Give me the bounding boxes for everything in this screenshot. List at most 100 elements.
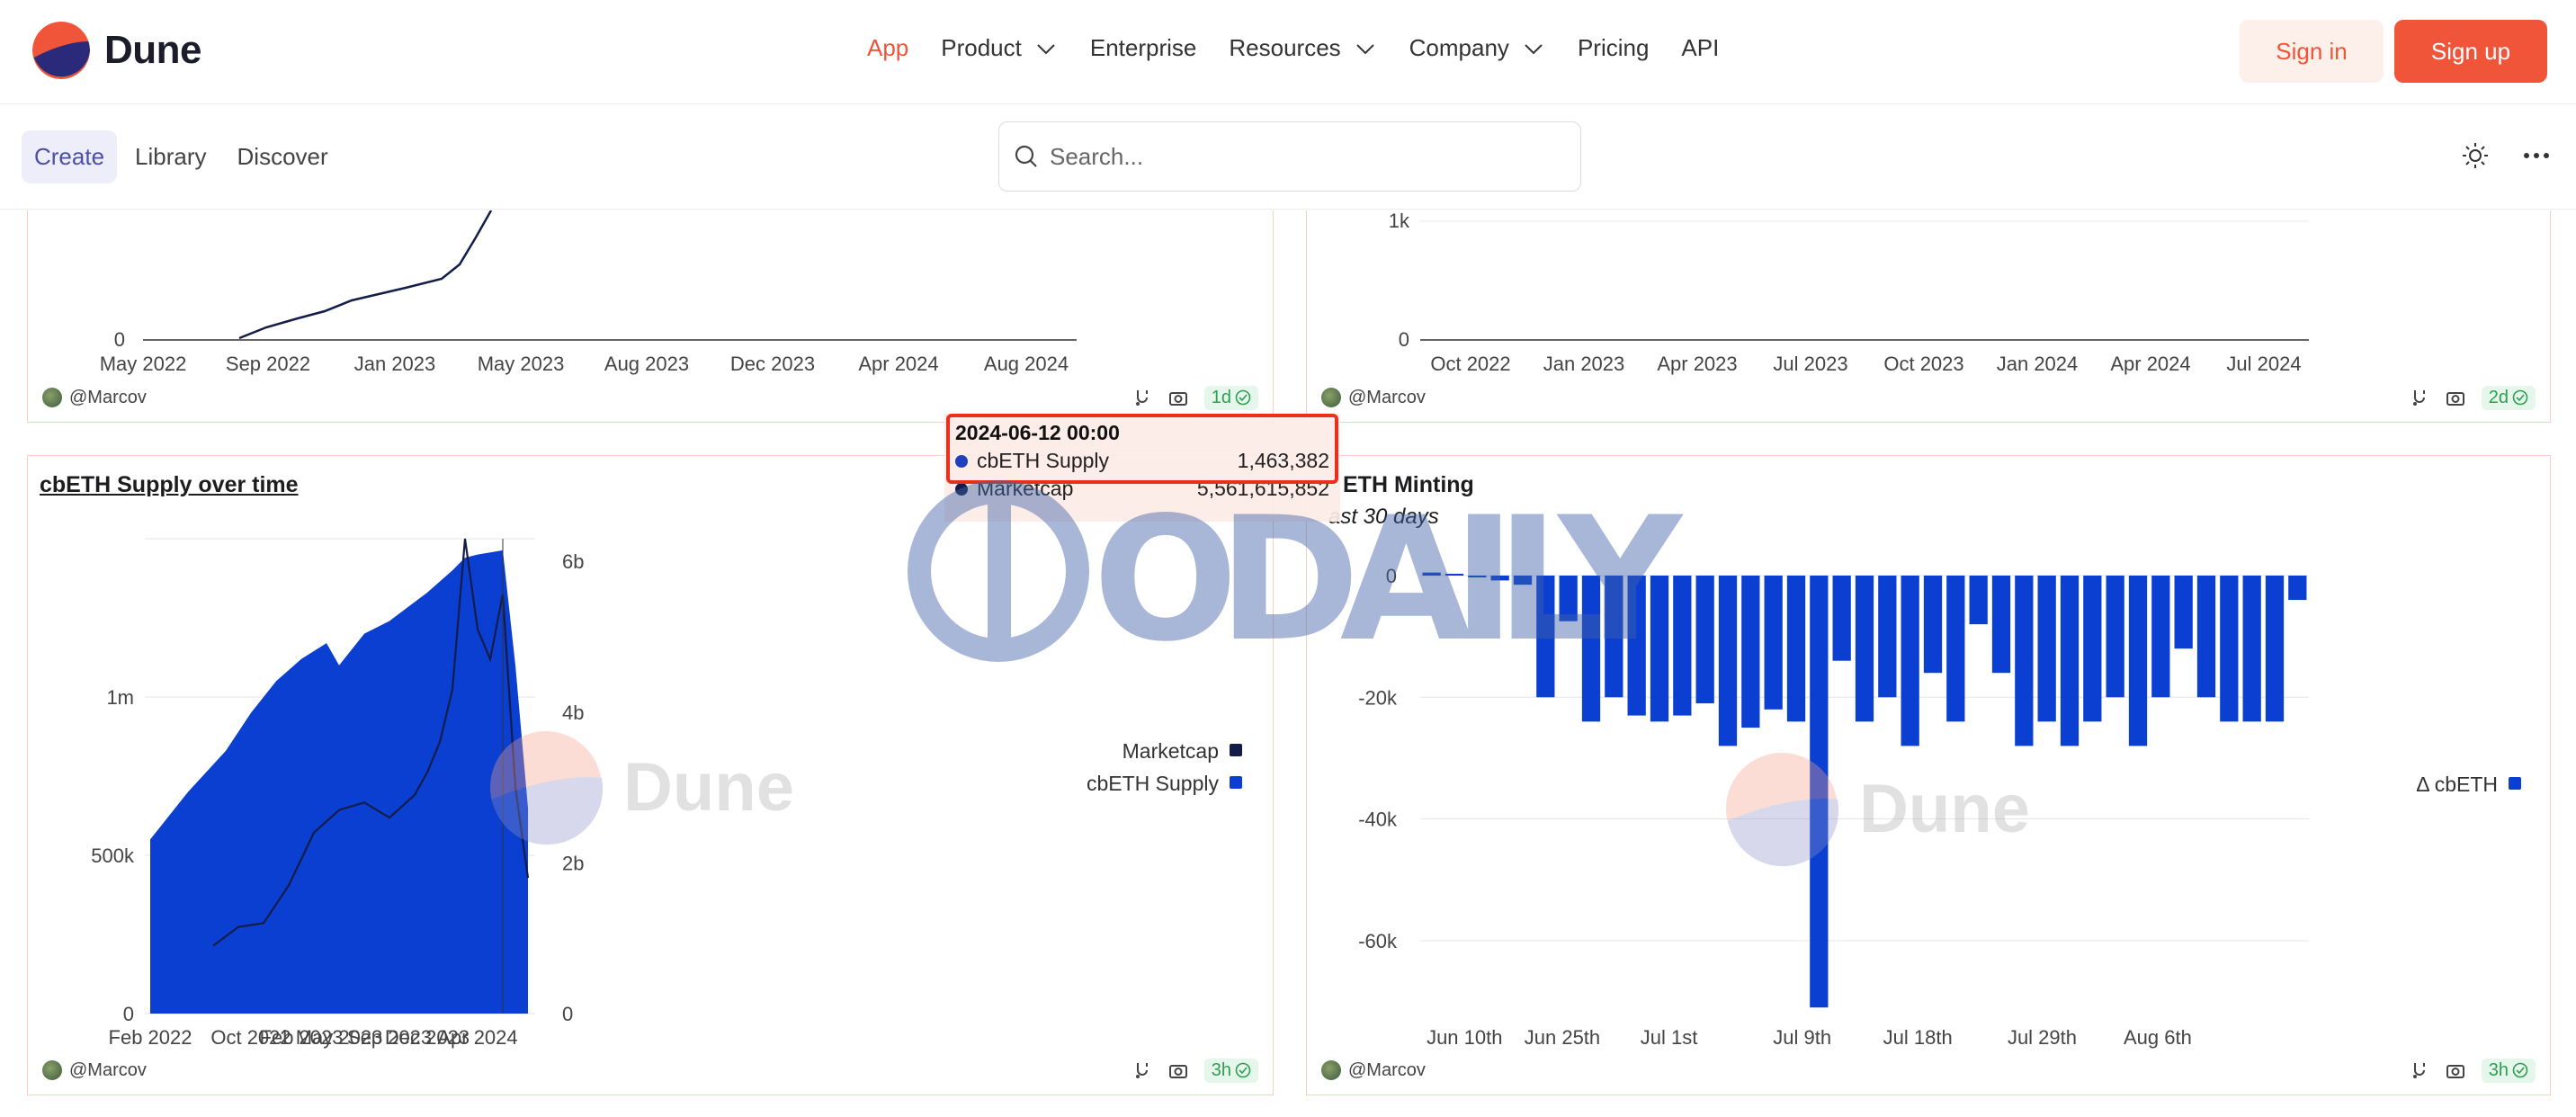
x-tick: Aug 6th (2124, 1026, 2192, 1049)
fork-icon[interactable] (1132, 1060, 1152, 1080)
bar (1764, 576, 1783, 710)
panel-footer: @Marcov 3h (1321, 1057, 2536, 1084)
x-tick: May 2023 (296, 1026, 383, 1049)
camera-icon[interactable] (2446, 388, 2465, 407)
fork-icon[interactable] (2410, 388, 2429, 407)
fork-icon[interactable] (2410, 1060, 2429, 1080)
chevron-down-icon (1355, 43, 1374, 54)
tab-library[interactable]: Library (135, 143, 207, 170)
panel-top-right: 1k 0 Oct 2022 Jan 2023 Apr 2023 Jul 2023… (1306, 210, 2551, 423)
x-tick: Jan 2024 (1997, 353, 2079, 375)
x-tick: Jun 25th (1525, 1026, 1600, 1049)
x-tick: Feb 2022 (109, 1026, 192, 1049)
x-tick: Oct 2022 (1430, 353, 1510, 375)
dune-watermark-logo (490, 731, 602, 843)
search-icon (1015, 145, 1037, 167)
y-left-tick: 500k (91, 844, 135, 867)
tooltip-highlight-box (946, 414, 1338, 484)
bar (2174, 576, 2193, 649)
chart-subtitle: ast 30 days (1328, 505, 1439, 529)
search-box[interactable] (998, 121, 1581, 192)
chevron-down-icon (1525, 43, 1543, 54)
camera-icon[interactable] (2446, 1060, 2465, 1080)
y-tick: -40k (1358, 809, 1398, 831)
brand-logo[interactable]: Dune (32, 22, 202, 79)
author-link[interactable]: @Marcov (1348, 1059, 1426, 1080)
check-circle-icon (2512, 389, 2528, 406)
nav-resources[interactable]: Resources (1229, 34, 1376, 62)
tooltip-header: 2024-06-12 00:00 (955, 421, 1120, 444)
x-tick: Sep 2023 (347, 1026, 432, 1049)
check-circle-icon (1235, 1062, 1251, 1078)
top-left-series-line (238, 210, 493, 340)
bar (1855, 576, 1874, 722)
nav-enterprise[interactable]: Enterprise (1089, 34, 1197, 61)
avatar (1321, 1060, 1341, 1080)
panel-footer: @Marcov 1d (42, 384, 1258, 411)
workspace-tabs: Create Library Discover (22, 130, 341, 183)
series-color-dot (955, 454, 968, 468)
more-icon[interactable] (2522, 141, 2551, 170)
dune-watermark-text: Dune (1859, 771, 2030, 847)
fork-icon[interactable] (1132, 388, 1152, 407)
bar (2083, 576, 2102, 722)
x-tick: Aug 2024 (984, 353, 1069, 375)
freshness-badge: 2d (2481, 385, 2536, 410)
nav-product[interactable]: Product (941, 34, 1058, 62)
bar (1718, 576, 1738, 746)
bar (1559, 576, 1578, 621)
bar (1650, 576, 1669, 722)
x-tick: Jan 2023 (354, 353, 436, 375)
chart-title[interactable]: cbETH Supply over time (40, 472, 299, 497)
legend-swatch (2509, 777, 2521, 790)
bar (2106, 576, 2124, 698)
theme-toggle-icon[interactable] (2461, 141, 2490, 170)
y-right-tick: 6b (562, 550, 584, 573)
x-tick: Oct 2022 (210, 1026, 291, 1049)
y-tick: 0 (1386, 565, 1397, 587)
x-tick: Aug 2023 (604, 353, 689, 375)
nav-pricing[interactable]: Pricing (1577, 34, 1650, 61)
bar (2288, 576, 2307, 601)
y-tick: 0 (114, 328, 125, 351)
sign-up-button[interactable]: Sign up (2394, 20, 2547, 83)
eth-minting-chart: 0 -20k -40k -60k Jun 10th Jun 25th Jul 1st Jul … (1358, 565, 2521, 1049)
legend-swatch (1230, 744, 1242, 756)
series-area-cbeth-supply (150, 550, 528, 1014)
nav-api[interactable]: API (1681, 34, 1720, 61)
author-link[interactable]: @Marcov (69, 1059, 147, 1080)
bar (2015, 576, 2034, 746)
y-tick: 1k (1389, 210, 1410, 232)
bar (1627, 576, 1646, 716)
camera-icon[interactable] (1168, 1060, 1188, 1080)
chart-title[interactable]: ETH Minting (1343, 472, 1474, 497)
freshness-badge: 3h (1203, 1058, 1258, 1083)
nav-app[interactable]: App (867, 34, 909, 61)
tooltip-row-cbeth-supply: cbETH Supply 1,463,382 (955, 449, 1329, 473)
y-tick: -20k (1358, 686, 1398, 709)
sign-in-button[interactable]: Sign in (2240, 20, 2384, 83)
legend-label: cbETH Supply (1087, 772, 1220, 795)
x-tick: Sep 2022 (226, 353, 310, 375)
tab-discover[interactable]: Discover (237, 143, 328, 170)
tab-create[interactable]: Create (22, 130, 118, 183)
avatar (42, 388, 62, 407)
bar (2060, 576, 2080, 746)
legend-swatch (1230, 776, 1242, 789)
x-tick: Apr 2024 (2110, 353, 2190, 375)
bar (1810, 576, 1829, 1008)
x-tick: Jul 2023 (1773, 353, 1847, 375)
x-tick: Oct 2023 (1883, 353, 1963, 375)
author-link[interactable]: @Marcov (1348, 387, 1426, 407)
nav-company[interactable]: Company (1409, 34, 1545, 62)
brand-name: Dune (104, 28, 202, 72)
panel-footer: @Marcov 3h (42, 1057, 1258, 1084)
bar (1468, 576, 1487, 578)
search-input[interactable] (1050, 142, 1553, 171)
x-tick: Jul 1st (1641, 1026, 1698, 1049)
camera-icon[interactable] (1168, 388, 1188, 407)
author-link[interactable]: @Marcov (69, 387, 147, 407)
x-tick: May 2023 (478, 353, 565, 375)
bar (1605, 576, 1623, 698)
